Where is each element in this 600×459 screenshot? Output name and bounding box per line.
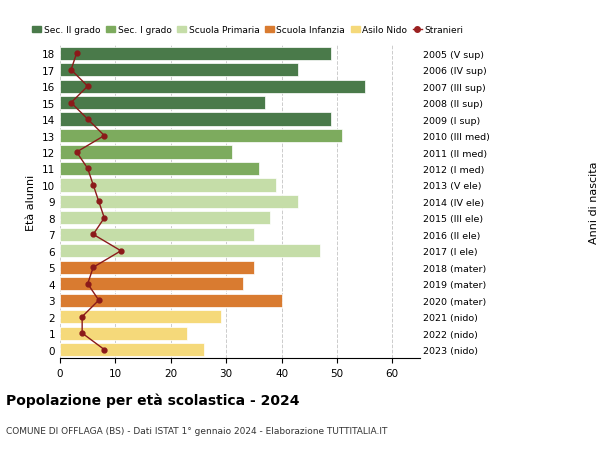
Text: COMUNE DI OFFLAGA (BS) - Dati ISTAT 1° gennaio 2024 - Elaborazione TUTTITALIA.IT: COMUNE DI OFFLAGA (BS) - Dati ISTAT 1° g… [6,426,388,435]
Bar [60,278,243,291]
Bar [60,80,365,94]
Bar [60,343,204,356]
Bar [60,146,232,159]
Bar [60,327,187,340]
Bar [60,162,259,176]
Bar [60,113,331,126]
Bar [60,245,320,258]
Y-axis label: Età alunni: Età alunni [26,174,37,230]
Legend: Sec. II grado, Sec. I grado, Scuola Primaria, Scuola Infanzia, Asilo Nido, Stran: Sec. II grado, Sec. I grado, Scuola Prim… [32,26,463,35]
Bar [60,228,254,241]
Text: Anni di nascita: Anni di nascita [589,161,599,243]
Bar [60,97,265,110]
Bar [60,261,254,274]
Bar [60,130,343,143]
Text: Popolazione per età scolastica - 2024: Popolazione per età scolastica - 2024 [6,392,299,407]
Bar [60,196,298,208]
Bar [60,294,281,307]
Bar [60,179,276,192]
Bar [60,212,271,225]
Bar [60,310,221,324]
Bar [60,48,331,61]
Bar [60,64,298,77]
